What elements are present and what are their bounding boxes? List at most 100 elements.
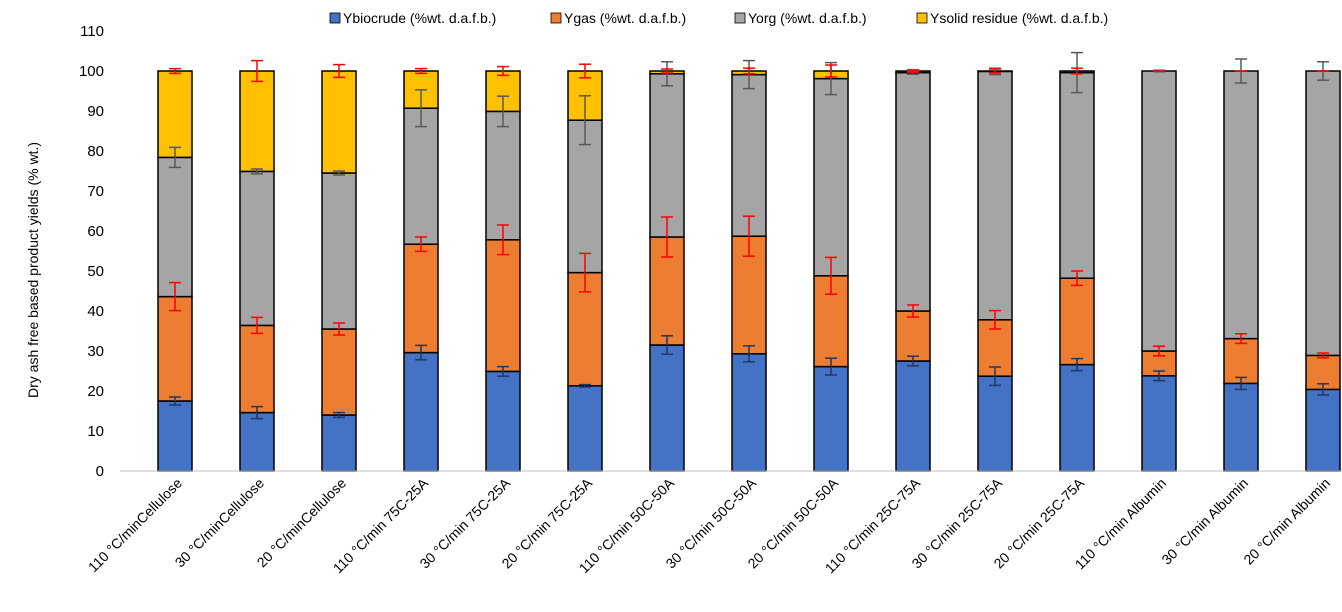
error-bar-s1-c14 <box>1317 352 1329 359</box>
bar-segment-s0-c8 <box>813 365 849 472</box>
y-tick-label: 50 <box>87 263 104 280</box>
bar-segment-s2-c11 <box>1059 71 1095 279</box>
error-bar-s1-c4 <box>497 224 509 256</box>
error-bar-s3-c1 <box>251 59 263 83</box>
bar-segment-s2-c10 <box>977 70 1013 321</box>
bar-segment-s1-c1 <box>239 324 275 414</box>
error-bar-s0-c7 <box>743 345 755 363</box>
error-bar-s0-c14 <box>1317 383 1329 396</box>
error-bar-s0-c11 <box>1071 357 1083 372</box>
y-tick-label: 70 <box>87 183 104 200</box>
bar-segment-s3-c0 <box>157 70 193 159</box>
bar-segment-s1-c11 <box>1059 277 1095 366</box>
bar-segment-s0-c0 <box>157 400 193 472</box>
y-tick-label: 0 <box>96 463 104 480</box>
y-axis-ticks: 0 10 20 30 40 50 60 70 80 90 100 110 <box>79 23 104 480</box>
bar-segment-s0-c1 <box>239 411 275 472</box>
error-bar-s0-c5 <box>579 383 591 388</box>
x-category-label: 30 °C/min 75C-25A <box>416 474 513 571</box>
error-bar-s0-c3 <box>415 344 427 361</box>
error-bar-s3-c11 <box>1071 67 1083 75</box>
legend-label: Yorg (%wt. d.a.f.b.) <box>748 10 867 26</box>
bar-segment-s2-c12 <box>1141 70 1177 352</box>
error-bar-s2-c1 <box>251 168 263 175</box>
bar-segment-s2-c7 <box>731 73 767 237</box>
bar-segment-s1-c9 <box>895 310 931 362</box>
y-tick-label: 80 <box>87 143 104 160</box>
error-bar-s3-c5 <box>579 63 591 79</box>
error-bar-s3-c0 <box>169 67 181 75</box>
bar-segment-s0-c14 <box>1305 388 1341 472</box>
legend-swatch <box>329 12 341 24</box>
x-category-label: 110 °C/minCellulose <box>85 475 186 576</box>
y-tick-label: 40 <box>87 303 104 320</box>
error-bars <box>169 51 1329 420</box>
error-bar-s2-c6 <box>661 61 673 87</box>
x-category-label: 30 °C/min Albumin <box>1158 475 1251 568</box>
bars <box>157 70 1341 472</box>
bar-segment-s1-c3 <box>403 243 439 354</box>
x-category-label: 20 °C/minCellulose <box>254 475 350 571</box>
error-bar-s3-c6 <box>661 68 673 74</box>
error-bar-s0-c1 <box>251 405 263 420</box>
error-bar-s1-c12 <box>1153 345 1165 357</box>
x-category-label: 20 °C/min 25C-75A <box>990 474 1087 571</box>
bar-segment-s0-c7 <box>731 353 767 472</box>
legend-label: Ysolid residue (%wt. d.a.f.b.) <box>930 10 1108 26</box>
bar-segment-s2-c0 <box>157 156 193 298</box>
error-bar-s1-c0 <box>169 281 181 312</box>
error-bar-s3-c3 <box>415 67 427 75</box>
error-bar-s3-c9 <box>907 69 919 73</box>
legend-label: Ybiocrude (%wt. d.a.f.b.) <box>343 10 496 26</box>
error-bar-s2-c3 <box>415 89 427 128</box>
legend: Ybiocrude (%wt. d.a.f.b.) Ygas (%wt. d.a.… <box>329 10 1108 26</box>
error-bar-s1-c3 <box>415 236 427 253</box>
bar-segment-s2-c13 <box>1223 70 1259 340</box>
bar-segment-s0-c10 <box>977 375 1013 472</box>
error-bar-s1-c9 <box>907 304 919 318</box>
error-bar-s1-c5 <box>579 252 591 293</box>
x-category-label: 20 °C/min Albumin <box>1240 475 1333 568</box>
error-bar-s0-c4 <box>497 365 509 377</box>
y-axis-label: Dry ash free based product yields (% wt.… <box>25 142 41 398</box>
error-bar-s3-c2 <box>333 63 345 79</box>
bar-segment-s2-c5 <box>567 119 603 274</box>
bar-segment-s2-c8 <box>813 77 849 277</box>
bar-segment-s3-c1 <box>239 70 275 173</box>
y-tick-label: 60 <box>87 223 104 240</box>
legend-swatch <box>916 12 928 24</box>
error-bar-s1-c7 <box>743 215 755 257</box>
error-bar-s2-c7 <box>743 59 755 90</box>
bar-segment-s2-c1 <box>239 170 275 327</box>
bar-segment-s1-c0 <box>157 295 193 402</box>
bar-segment-s0-c3 <box>403 351 439 472</box>
error-bar-s1-c8 <box>825 256 837 295</box>
error-bar-s3-c7 <box>743 67 755 75</box>
error-bar-s1-c11 <box>1071 270 1083 287</box>
bar-segment-s0-c12 <box>1141 375 1177 472</box>
error-bar-s2-c5 <box>579 95 591 146</box>
bar-segment-s2-c2 <box>321 172 357 330</box>
bar-segment-s0-c9 <box>895 360 931 472</box>
x-category-label: 20 °C/min 50C-50A <box>744 474 841 571</box>
x-category-label: 30 °C/min 25C-75A <box>908 474 1005 571</box>
error-bar-s1-c6 <box>661 216 673 258</box>
error-bar-s2-c4 <box>497 95 509 128</box>
error-bar-s1-c13 <box>1235 333 1247 345</box>
error-bar-s3-c4 <box>497 65 509 77</box>
bar-segment-s2-c4 <box>485 110 521 241</box>
bar-segment-s2-c6 <box>649 73 685 238</box>
error-bar-s0-c8 <box>825 357 837 376</box>
x-category-label: 110 °C/min Albumin <box>1071 475 1169 573</box>
error-bar-s1-c1 <box>251 316 263 335</box>
legend-swatch <box>734 12 746 24</box>
y-tick-label: 10 <box>87 423 104 440</box>
error-bar-s1-c10 <box>989 309 1001 330</box>
error-bar-s3-c8 <box>825 64 837 78</box>
x-category-label: 20 °C/min 75C-25A <box>498 474 595 571</box>
error-bar-s1-c2 <box>333 322 345 336</box>
bar-segment-s2-c9 <box>895 71 931 312</box>
bar-segment-s1-c2 <box>321 328 357 416</box>
error-bar-s0-c2 <box>333 411 345 419</box>
